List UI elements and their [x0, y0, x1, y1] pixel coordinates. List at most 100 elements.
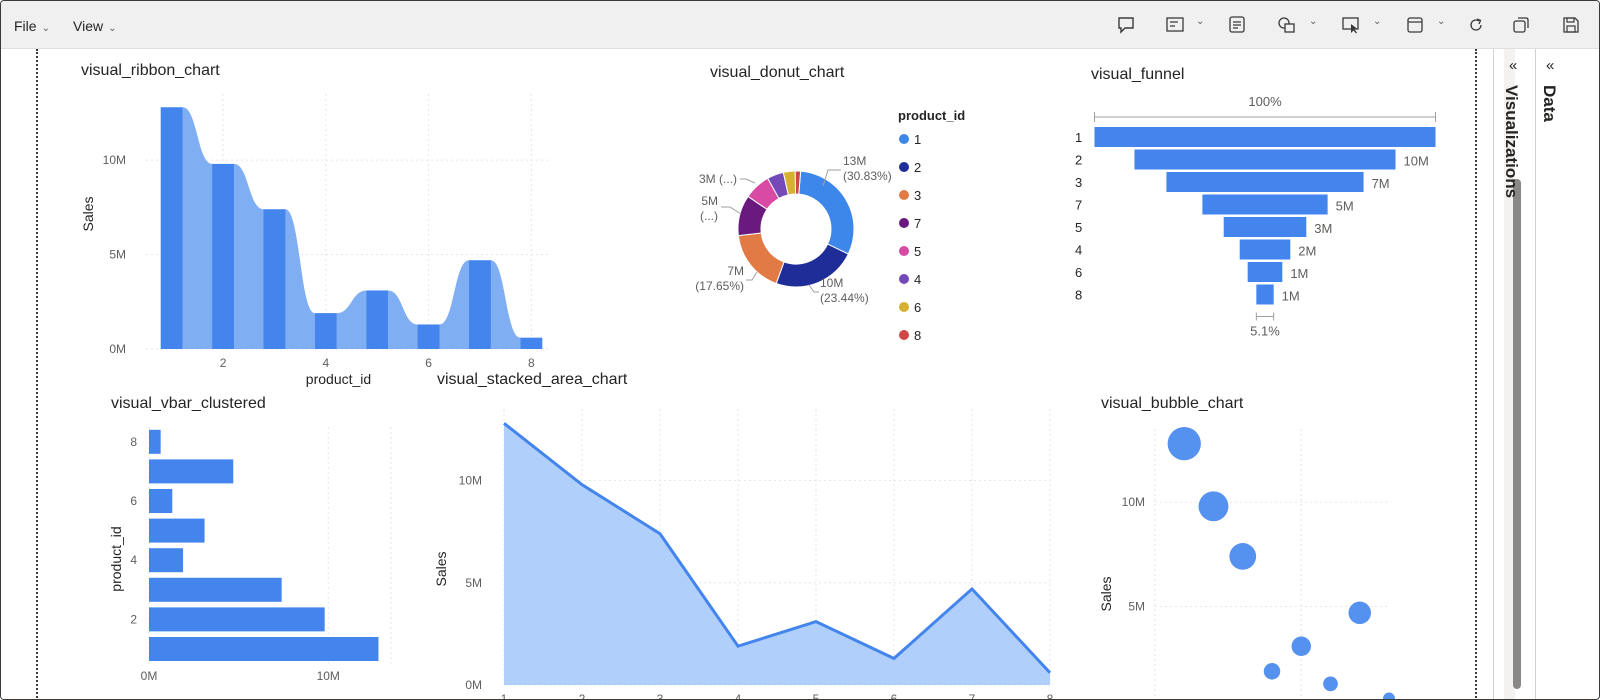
- legend-label: 3: [914, 188, 921, 203]
- bubble: [1323, 676, 1338, 692]
- y-tick-label: 8: [130, 435, 137, 449]
- legend-marker: [899, 274, 909, 284]
- area-line: [503, 422, 1052, 674]
- legend-marker: [899, 302, 909, 312]
- save-icon[interactable]: [1561, 16, 1581, 34]
- pane-divider: [1493, 49, 1494, 699]
- donut-slice: [794, 170, 802, 195]
- donut-chart-visual[interactable]: visual_donut_chart 13M (30.83%) 10M (23.44%…: [695, 59, 1036, 394]
- y-tick-label: 10M: [103, 153, 126, 167]
- y-axis-label: product_id: [108, 526, 124, 591]
- funnel-value-label: 1M: [1290, 266, 1308, 281]
- comment-icon[interactable]: [1116, 16, 1136, 34]
- ribbon-bar: [417, 324, 440, 349]
- chevron-down-icon: ⌄: [41, 23, 50, 34]
- legend-label: 5: [914, 244, 921, 259]
- y-tick-label: 5M: [1128, 600, 1145, 614]
- file-menu[interactable]: File ⌄: [14, 18, 50, 34]
- bubble-chart-visual[interactable]: visual_bubble_chart 050M5M10MSales: [1091, 389, 1471, 699]
- funnel-bar: [1239, 239, 1291, 260]
- chevron-down-icon[interactable]: ⌄: [1309, 16, 1318, 27]
- x-tick-label: 2: [579, 692, 586, 700]
- funnel-category-label: 1: [1075, 130, 1082, 145]
- bar: [149, 429, 161, 454]
- y-tick-label: 10M: [459, 474, 482, 488]
- data-label-pct: (23.44%): [820, 291, 869, 305]
- data-label-value: 3M (...): [699, 172, 737, 186]
- funnel-bar: [1166, 172, 1364, 192]
- ribbon-band: [234, 163, 264, 349]
- bar: [149, 459, 234, 484]
- ribbon-band: [285, 209, 315, 349]
- x-tick-label: 6: [891, 692, 898, 700]
- funnel-value-label: 1M: [1282, 289, 1300, 304]
- x-tick-label: 7: [969, 692, 976, 700]
- duplicate-icon[interactable]: [1511, 16, 1531, 34]
- collapse-data-icon[interactable]: «: [1546, 57, 1555, 74]
- bar-chart-visual[interactable]: visual_vbar_clustered 8 6 4 2 0M 10M product_i…: [101, 389, 421, 699]
- shapes-icon[interactable]: [1277, 16, 1297, 34]
- data-label-pct: (30.83%): [843, 169, 892, 183]
- y-tick-label: 4: [130, 553, 137, 567]
- chevron-down-icon[interactable]: ⌄: [1437, 16, 1446, 27]
- funnel-bar: [1094, 127, 1436, 147]
- ribbon-bar: [314, 313, 337, 349]
- canvas-scrollbar-thumb[interactable]: [1513, 179, 1521, 689]
- x-tick-label: 5: [813, 692, 820, 700]
- bubble: [1291, 636, 1311, 656]
- canvas-scrollbar-track[interactable]: [1504, 49, 1515, 699]
- bubble: [1167, 426, 1201, 461]
- funnel-bar: [1256, 284, 1274, 305]
- y-tick-label: 5M: [109, 248, 126, 262]
- visualizations-pane-title[interactable]: Visualizations: [1502, 85, 1521, 199]
- data-label-pct: (...): [700, 209, 718, 223]
- funnel-category-label: 3: [1075, 175, 1082, 190]
- notes-icon[interactable]: [1227, 16, 1247, 34]
- funnel-value-label: 2M: [1298, 244, 1316, 259]
- chart-title: visual_funnel: [1091, 66, 1185, 83]
- legend-marker: [899, 190, 909, 200]
- legend-label: 8: [914, 328, 921, 343]
- cursor-select-icon[interactable]: [1341, 16, 1361, 34]
- area-chart-visual[interactable]: visual_stacked_area_chart 1 2 3 4 5 6 7 8 0M 5M 10…: [431, 364, 1081, 700]
- funnel-value-label: 5M: [1336, 199, 1354, 214]
- funnel-top-label: 100%: [1248, 94, 1282, 109]
- ribbon-bar: [263, 209, 286, 349]
- leader-line: [808, 284, 819, 293]
- legend-label: 4: [914, 272, 921, 287]
- y-tick-label: 10M: [1122, 495, 1145, 509]
- bar: [149, 518, 205, 543]
- funnel-value-label: 10M: [1404, 154, 1429, 169]
- data-label-value: 10M: [820, 276, 843, 290]
- bar: [149, 637, 379, 661]
- legend-label: 7: [914, 216, 921, 231]
- leader-line: [822, 169, 841, 187]
- chevron-down-icon[interactable]: ⌄: [1373, 16, 1382, 27]
- legend-label: 6: [914, 300, 921, 315]
- visual-format-icon[interactable]: [1165, 16, 1185, 34]
- page-view-icon[interactable]: [1405, 16, 1425, 34]
- funnel-category-label: 8: [1075, 288, 1082, 303]
- chevron-down-icon[interactable]: ⌄: [1196, 16, 1205, 27]
- x-tick-label: 2: [220, 356, 227, 370]
- legend-marker: [899, 134, 909, 144]
- x-tick-label: 0M: [141, 669, 158, 683]
- collapse-visualizations-icon[interactable]: «: [1509, 57, 1518, 74]
- x-tick-label: 1: [501, 692, 508, 700]
- ribbon-chart-svg: 2 4 6 8 0M 5M 10M product_id Sales: [80, 94, 551, 387]
- chart-title: visual_ribbon_chart: [81, 62, 220, 79]
- data-label-value: 5M: [701, 194, 718, 208]
- refresh-icon[interactable]: [1466, 16, 1486, 34]
- file-menu-label: File: [14, 18, 37, 34]
- legend-marker: [899, 218, 909, 228]
- funnel-bottom-label: 5.1%: [1250, 324, 1280, 339]
- chart-title: visual_stacked_area_chart: [437, 371, 628, 388]
- ribbon-band: [490, 260, 521, 349]
- funnel-chart-visual[interactable]: visual_funnel 100% 1 2 10M 3 7M 7 5M 5 3M 4 2M 6 1M 8 1…: [1075, 59, 1471, 394]
- x-tick-label: 8: [528, 356, 535, 370]
- data-pane-title[interactable]: Data: [1540, 85, 1559, 122]
- view-menu[interactable]: View ⌄: [73, 18, 116, 34]
- bar: [149, 577, 282, 602]
- ribbon-chart-visual[interactable]: visual_ribbon_chart 2 4 6 8 0M 5M 10M product_i…: [71, 59, 591, 394]
